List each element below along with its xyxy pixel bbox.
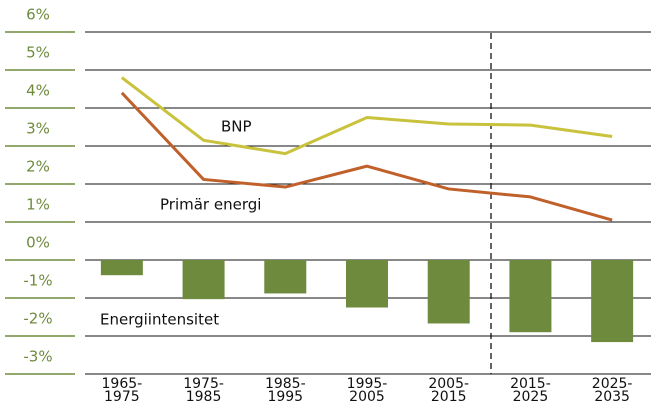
series-label: BNP [221, 118, 252, 136]
bar [264, 260, 307, 294]
x-tick-label: 1995- 2005 [346, 376, 388, 405]
x-tick-label: 1965- 1975 [101, 376, 143, 405]
x-tick-label: 1985- 1995 [264, 376, 306, 405]
bar [427, 260, 470, 324]
y-tick-label: -3% [23, 348, 52, 366]
x-tick-label: 2015- 2025 [510, 376, 551, 405]
series-label: Energiintensitet [100, 311, 219, 329]
bar [346, 260, 388, 308]
y-tick-label: 2% [26, 158, 50, 176]
bar [591, 260, 634, 343]
bar [100, 260, 143, 276]
y-tick-label: 6% [26, 6, 50, 24]
y-tick-label: 4% [26, 82, 50, 100]
bar [509, 260, 552, 333]
x-tick-label: 2005- 2015 [428, 376, 470, 405]
line [120, 91, 613, 222]
x-tick-label: 1975- 1985 [183, 376, 224, 405]
y-tick-label: 1% [26, 196, 50, 214]
y-tick-label: 0% [26, 234, 50, 252]
y-tick-label: -1% [23, 272, 52, 290]
series-label: Primär energi [160, 196, 261, 214]
y-tick-label: -2% [23, 310, 52, 328]
y-tick-label: 5% [26, 44, 50, 62]
line [120, 76, 613, 156]
bar [182, 260, 225, 300]
y-tick-label: 3% [26, 120, 50, 138]
x-tick-label: 2025- 2035 [591, 376, 633, 405]
